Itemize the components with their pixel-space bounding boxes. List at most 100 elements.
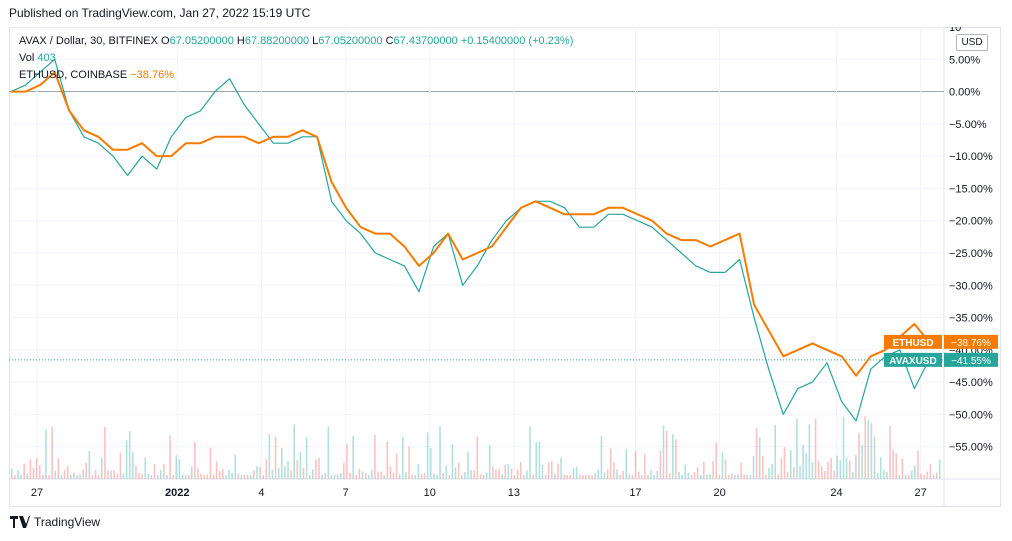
volume-bar (879, 457, 882, 479)
y-tick-label: −50.00% (949, 409, 993, 421)
volume-bar (864, 416, 867, 479)
volume-bar (721, 452, 724, 479)
volume-bar (73, 472, 75, 479)
y-tick-label: 0.00% (949, 87, 980, 99)
volume-bar (765, 474, 767, 479)
volume-bar (138, 473, 140, 479)
volume-bar (308, 474, 311, 479)
volume-bar (113, 469, 116, 479)
volume-bar (389, 466, 392, 479)
volume-bar (833, 470, 835, 479)
volume-bar (159, 469, 162, 479)
volume-bar (442, 472, 444, 479)
volume-bar (606, 469, 609, 479)
volume-bar (482, 474, 485, 479)
volume-bar (665, 430, 668, 479)
volume-bar (588, 474, 590, 479)
volume-bar (116, 473, 119, 479)
volume-bar (737, 474, 739, 479)
volume-bar (780, 458, 783, 479)
volume-bar (746, 474, 749, 479)
volume-bar (358, 468, 361, 479)
volume-bar (287, 460, 289, 479)
volume-bar (609, 448, 612, 479)
volume-bar (194, 442, 196, 479)
volume-bar (374, 434, 376, 479)
volume-bar (929, 463, 932, 479)
volume-bar (48, 474, 50, 479)
volume-bar (336, 474, 339, 479)
volume-bar (79, 474, 81, 479)
volume-bar (541, 464, 544, 479)
compare-symbol[interactable]: ETHUSD, COINBASE (19, 69, 128, 81)
volume-bar (439, 426, 441, 479)
volume-bar (333, 474, 336, 479)
volume-bar (451, 443, 454, 479)
volume-bar (473, 470, 475, 479)
price-chart[interactable]: 10 5.00% 0.00% −5.00% −10.00% −15.00% −20.00% −… (9, 27, 1001, 507)
symbol-name[interactable]: AVAX / Dollar, 30, BITFINEX (19, 35, 158, 47)
volume-bar (597, 469, 600, 479)
volume-bar (392, 472, 395, 479)
volume-bar (715, 442, 718, 479)
volume-bar (299, 451, 302, 479)
y-tick-label: −35.00% (949, 313, 993, 325)
volume-value: 403 (37, 52, 56, 64)
volume-bar (479, 474, 482, 479)
tradingview-logo[interactable]: TradingView (10, 515, 100, 529)
volume-bar (200, 473, 202, 479)
volume-bar (681, 474, 683, 479)
volume-bar (516, 469, 519, 479)
y-tick-label: −10.00% (949, 151, 993, 163)
volume-bar (187, 474, 190, 479)
avaxusd-label-name: AVAXUSD (889, 356, 936, 367)
volume-bar (82, 469, 84, 479)
low-value: 67.05200000 (318, 35, 383, 47)
volume-bar (277, 468, 280, 479)
volume-bar (749, 474, 752, 479)
volume-bar (637, 471, 640, 479)
legend-compare: ETHUSD, COINBASE −38.76% (19, 68, 174, 83)
tradingview-logo-text: TradingView (34, 515, 101, 529)
y-axis: 10 5.00% 0.00% −5.00% −10.00% −15.00% −20.00% −… (949, 27, 993, 454)
volume-bar (848, 460, 851, 479)
legend-volume: Vol 403 (19, 51, 56, 66)
volume-bar (740, 462, 742, 479)
volume-bar (293, 424, 296, 479)
volume-bar (405, 471, 407, 479)
volume-bar (805, 453, 808, 479)
volume-bar (231, 472, 233, 479)
volume-bar (625, 448, 628, 479)
volume-bar (572, 468, 575, 479)
currency-button[interactable]: USD (956, 34, 988, 51)
volume-bar (417, 463, 420, 479)
volume-bar (498, 468, 500, 479)
volume-bar (243, 474, 246, 479)
volume-bar (262, 474, 264, 479)
volume-bar (917, 450, 919, 479)
volume-bar (926, 471, 929, 479)
volume-bar (85, 462, 88, 479)
volume-bar (839, 459, 842, 479)
volume-bar (163, 463, 165, 479)
volume-bar (144, 457, 147, 479)
volume-bar (706, 474, 708, 479)
volume-bar (622, 470, 624, 479)
volume-bar (634, 451, 637, 479)
y-tick-label: −20.00% (949, 216, 993, 228)
volume-bar (253, 470, 255, 479)
volume-bar (734, 474, 736, 479)
ethusd-line (11, 71, 930, 377)
volume-bar (324, 473, 327, 479)
volume-bar (920, 473, 922, 479)
volume-bar (395, 453, 398, 479)
volume-label[interactable]: Vol (19, 52, 35, 64)
volume-bar (66, 465, 69, 479)
volume-bar (110, 470, 112, 479)
volume-bar (811, 462, 814, 479)
volume-bar (147, 473, 150, 479)
volume-bar (861, 444, 863, 479)
volume-bar (504, 464, 507, 479)
volume-bar (125, 440, 128, 479)
volume-bar (640, 475, 643, 479)
